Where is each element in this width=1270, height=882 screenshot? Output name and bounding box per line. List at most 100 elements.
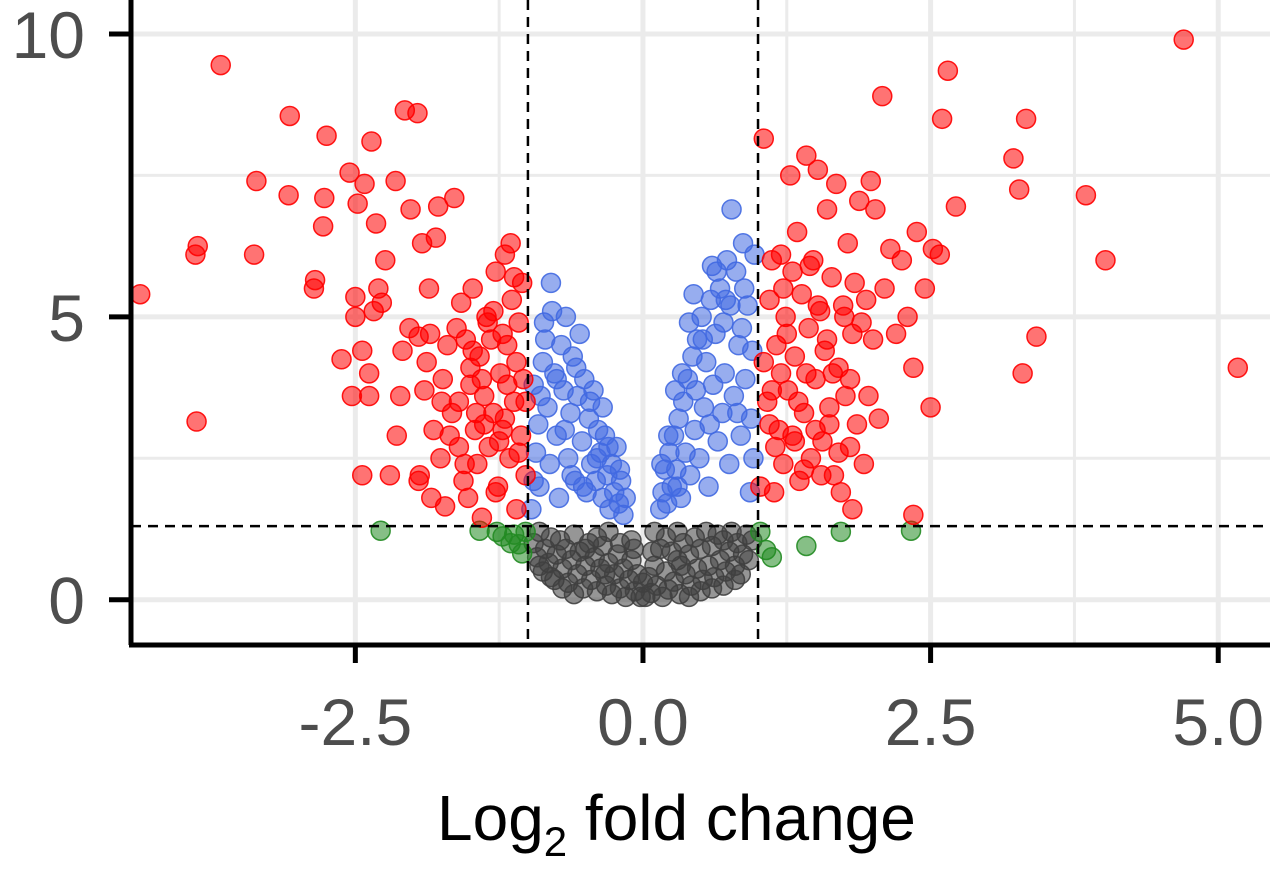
data-point — [897, 306, 918, 328]
data-point — [855, 289, 877, 311]
data-point — [279, 105, 301, 127]
data-point — [613, 504, 634, 526]
data-point — [1012, 363, 1033, 384]
data-point — [744, 244, 765, 265]
data-point — [945, 196, 967, 217]
data-point — [715, 289, 737, 311]
data-point — [759, 414, 780, 435]
data-point — [187, 235, 208, 257]
data-point — [816, 199, 838, 220]
data-point — [773, 278, 794, 299]
data-point — [655, 527, 677, 548]
data-point — [862, 329, 884, 350]
threshold-lines — [131, 0, 1270, 645]
data-point — [737, 295, 758, 316]
data-point — [448, 436, 470, 458]
y-tick-label: 10 — [12, 0, 85, 72]
data-point — [678, 586, 700, 608]
x-tick-label: 5.0 — [1172, 685, 1264, 759]
data-point — [770, 244, 792, 265]
data-point — [371, 292, 393, 313]
data-point — [667, 476, 688, 497]
data-point — [563, 583, 585, 605]
x-tick-label: 0.0 — [597, 685, 689, 759]
data-point — [743, 448, 764, 469]
x-tick-label: 2.5 — [885, 685, 977, 759]
data-point — [707, 431, 729, 452]
data-point — [791, 283, 812, 305]
data-point — [937, 60, 959, 81]
data-point — [721, 199, 742, 220]
data-point — [385, 170, 406, 192]
data-point — [731, 317, 753, 339]
data-point — [586, 527, 608, 548]
data-point — [615, 487, 636, 509]
data-point — [821, 266, 842, 288]
data-point — [419, 323, 441, 345]
data-point — [733, 278, 755, 299]
data-point — [345, 306, 366, 328]
data-point — [386, 425, 408, 446]
data-point — [931, 108, 953, 130]
data-point — [658, 425, 679, 446]
data-point — [437, 334, 458, 356]
data-point — [858, 385, 879, 407]
data-point — [837, 233, 859, 254]
data-point — [352, 465, 373, 486]
data-point — [503, 266, 525, 288]
data-point — [782, 261, 803, 282]
data-point — [427, 196, 449, 217]
data-point — [515, 465, 536, 486]
data-point — [714, 363, 735, 384]
data-point — [763, 481, 785, 503]
data-point — [784, 346, 806, 367]
data-point — [492, 323, 513, 345]
data-point — [811, 465, 832, 486]
data-point — [508, 442, 529, 463]
data-point — [1075, 184, 1097, 206]
data-point — [851, 312, 872, 333]
data-point — [788, 391, 809, 412]
data-point — [485, 261, 506, 282]
data-point — [798, 317, 819, 339]
data-point — [361, 131, 382, 152]
data-point — [316, 125, 337, 147]
data-point — [1008, 179, 1030, 200]
data-point — [844, 272, 865, 294]
data-point — [822, 363, 844, 384]
data-point — [846, 414, 868, 435]
data-point — [796, 363, 817, 384]
data-point — [375, 250, 396, 271]
data-point — [347, 193, 368, 214]
data-point — [685, 380, 707, 401]
data-point — [339, 162, 360, 183]
data-point — [540, 272, 562, 294]
data-point — [719, 453, 740, 475]
data-point — [354, 173, 375, 195]
data-point — [501, 289, 523, 311]
data-point — [872, 85, 893, 107]
data-point — [683, 283, 704, 305]
data-point — [496, 374, 518, 395]
data-point — [392, 340, 413, 362]
data-point — [462, 278, 483, 299]
data-point — [430, 448, 451, 469]
data-point — [664, 380, 686, 401]
data-point — [471, 507, 493, 528]
data-point — [678, 312, 700, 333]
data-point — [1026, 326, 1047, 347]
data-point — [699, 414, 720, 435]
data-point — [408, 470, 429, 492]
axes — [109, 0, 1270, 663]
data-point — [796, 145, 817, 166]
data-point — [210, 54, 231, 76]
data-point — [761, 380, 783, 401]
data-point — [557, 448, 579, 469]
data-point — [828, 442, 849, 463]
data-point — [592, 397, 613, 418]
data-point — [554, 419, 575, 441]
data-point — [431, 391, 452, 412]
data-point — [807, 159, 829, 180]
data-point — [860, 170, 882, 192]
data-point — [865, 199, 886, 220]
